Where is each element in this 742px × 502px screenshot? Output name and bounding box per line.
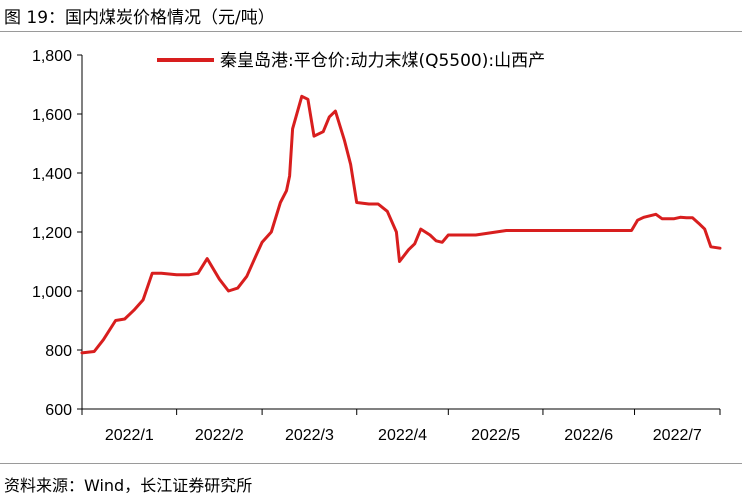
x-tick-label: 2022/1 bbox=[105, 427, 154, 444]
y-tick-label: 1,600 bbox=[32, 107, 72, 124]
y-tick-label: 1,400 bbox=[32, 166, 72, 183]
y-tick-label: 1,000 bbox=[32, 284, 72, 301]
x-tick-label: 2022/5 bbox=[471, 427, 520, 444]
y-tick-label: 800 bbox=[45, 343, 72, 360]
x-axis-ticks: 2022/1 2022/2 2022/3 2022/4 2022/5 2022/6 2022… bbox=[81, 409, 721, 444]
footer-divider bbox=[0, 463, 742, 464]
y-tick-label: 600 bbox=[45, 402, 72, 419]
title-divider bbox=[0, 31, 742, 32]
x-tick-label: 2022/3 bbox=[285, 427, 334, 444]
figure-title: 图 19：国内煤炭价格情况（元/吨） bbox=[4, 8, 275, 28]
source-note: 资料来源：Wind，长江证券研究所 bbox=[4, 476, 253, 495]
series-line bbox=[80, 94, 722, 355]
y-tick-label: 1,200 bbox=[32, 225, 72, 242]
x-tick-label: 2022/6 bbox=[564, 427, 613, 444]
legend-label: 秦皇岛港:平仓价:动力末煤(Q5500):山西产 bbox=[220, 51, 545, 71]
y-tick-label: 1,800 bbox=[32, 48, 72, 65]
y-axis-ticks: 600 800 1,000 1,200 1,400 1,600 1,800 bbox=[32, 48, 82, 419]
x-tick-label: 2022/2 bbox=[195, 427, 244, 444]
x-tick-label: 2022/4 bbox=[378, 427, 427, 444]
series-group bbox=[80, 94, 722, 355]
chart-legend: 秦皇岛港:平仓价:动力末煤(Q5500):山西产 bbox=[157, 51, 545, 71]
x-tick-label: 2022/7 bbox=[653, 427, 702, 444]
